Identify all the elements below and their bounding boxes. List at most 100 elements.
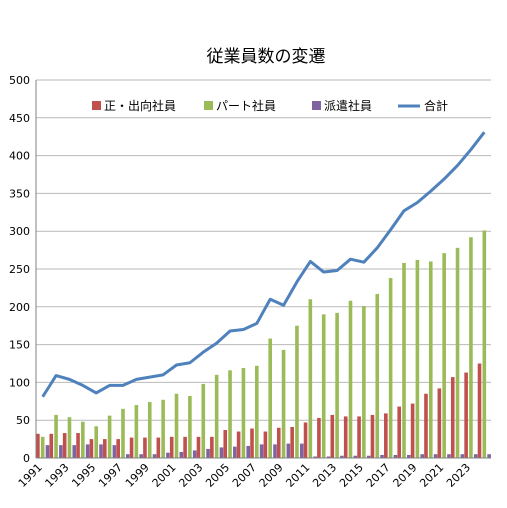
bar: [179, 451, 184, 458]
x-tick-label: 2017: [364, 461, 393, 490]
bar: [424, 393, 428, 458]
bar: [410, 403, 415, 458]
bar: [228, 370, 232, 458]
bar: [250, 428, 254, 458]
bar: [380, 454, 384, 458]
bar: [99, 444, 103, 458]
bar: [85, 444, 90, 458]
bar: [116, 439, 120, 458]
x-tick-label: 2015: [337, 461, 366, 490]
bar: [326, 456, 331, 458]
bar: [147, 402, 152, 458]
x-tick-label: 2013: [310, 461, 339, 490]
bar: [268, 338, 272, 458]
bar: [343, 416, 348, 458]
x-tick-label: 1999: [123, 461, 152, 490]
bar: [188, 396, 192, 458]
bar: [241, 368, 246, 458]
bar: [464, 372, 468, 458]
bar: [59, 445, 63, 458]
bar: [129, 437, 134, 458]
bar: [442, 253, 446, 458]
x-tick-label: 2005: [203, 461, 232, 490]
bar: [233, 446, 237, 458]
bar: [276, 427, 281, 458]
bar: [76, 433, 80, 458]
bar: [384, 413, 388, 458]
bar: [54, 414, 58, 458]
bar: [299, 443, 304, 458]
bar: [94, 426, 99, 458]
y-tick-label: 50: [16, 414, 30, 427]
bar: [45, 445, 50, 458]
bar: [330, 414, 335, 458]
bar: [236, 431, 241, 458]
legend-swatch: [312, 101, 321, 110]
bar: [388, 278, 393, 458]
y-tick-label: 200: [9, 301, 30, 314]
bar: [370, 414, 375, 458]
bar: [340, 455, 344, 458]
bar: [134, 405, 139, 458]
legend-label: 合計: [424, 98, 448, 113]
series-line-total: [41, 131, 486, 398]
y-tick-label: 250: [9, 263, 30, 276]
legend-swatch: [204, 101, 213, 110]
x-tick-label: 2021: [417, 461, 446, 490]
bar: [72, 445, 77, 458]
bar: [40, 436, 45, 458]
bar: [281, 349, 286, 458]
bar: [290, 427, 294, 458]
x-tick-label: 1993: [43, 461, 72, 490]
x-tick-label: 1997: [96, 461, 125, 490]
legend-label: 派遣社員: [324, 98, 372, 113]
bar: [308, 299, 313, 458]
bar: [206, 448, 210, 458]
chart-title: 従業員数の変遷: [207, 47, 326, 67]
bar: [362, 306, 366, 458]
bar: [219, 447, 224, 458]
bar: [273, 444, 277, 458]
bar: [246, 445, 251, 458]
x-tick-label: 2019: [391, 461, 420, 490]
bar: [375, 293, 380, 458]
y-tick-label: 300: [9, 225, 30, 238]
bar: [255, 365, 259, 458]
bar: [473, 454, 478, 458]
bar: [357, 416, 361, 458]
bar: [112, 445, 117, 458]
x-tick-label: 2009: [257, 461, 286, 490]
bar: [67, 417, 72, 458]
bar: [487, 454, 491, 458]
bar: [366, 455, 371, 458]
y-tick-label: 500: [9, 74, 30, 87]
bar: [169, 436, 174, 458]
x-tick-label: 2011: [283, 461, 312, 490]
bar: [313, 456, 317, 458]
bar: [353, 455, 358, 458]
y-tick-label: 400: [9, 150, 30, 163]
bar: [397, 406, 402, 458]
legend-label: 正・出向社員: [104, 98, 176, 113]
bar: [62, 433, 67, 458]
grid-layer: [36, 79, 491, 459]
bar: [214, 374, 219, 458]
bar: [447, 454, 451, 458]
bar: [183, 436, 187, 458]
x-tick-label: 2003: [176, 461, 205, 490]
bars-layer: [36, 230, 491, 458]
bar: [393, 454, 398, 458]
bar: [482, 230, 487, 458]
bar: [335, 312, 339, 458]
x-tick-label: 2001: [150, 461, 179, 490]
bar: [348, 300, 353, 458]
x-tick-label: 2007: [230, 461, 259, 490]
bar: [49, 433, 54, 458]
bar: [303, 422, 308, 458]
bar: [263, 431, 268, 458]
bar: [407, 454, 411, 458]
bar: [321, 314, 326, 458]
y-tick-label: 100: [9, 376, 30, 389]
